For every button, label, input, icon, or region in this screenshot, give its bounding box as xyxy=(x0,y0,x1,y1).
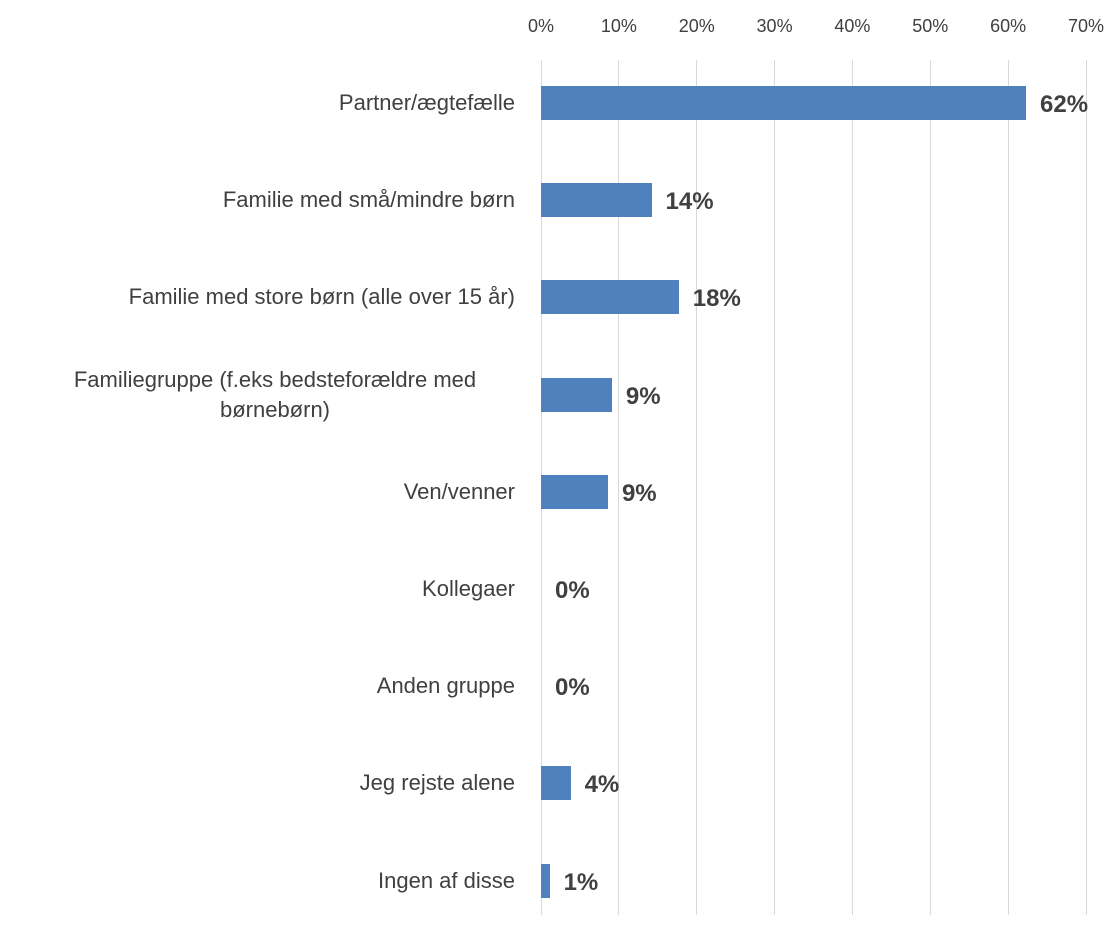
category-label: Familie med små/mindre børn xyxy=(222,187,515,213)
category-label: Jeg rejste alene xyxy=(359,770,515,796)
bar xyxy=(541,183,652,218)
grid-line xyxy=(774,60,776,915)
value-label: 62% xyxy=(1040,91,1089,118)
value-label: 18% xyxy=(692,285,741,313)
bar xyxy=(541,377,612,412)
value-label: 14% xyxy=(665,188,714,216)
bar xyxy=(541,86,1027,120)
category-label: Ven/venner xyxy=(403,478,515,504)
value-label: 0% xyxy=(555,577,590,604)
grid-line xyxy=(1007,60,1009,915)
value-label: 0% xyxy=(555,674,590,702)
x-tick-label: 60% xyxy=(990,16,1027,36)
x-tick-label: 40% xyxy=(834,16,871,36)
grid-line xyxy=(696,60,698,915)
x-tick-label: 50% xyxy=(912,16,949,36)
x-tick-label: 30% xyxy=(756,16,793,36)
category-label: Ingen af disse xyxy=(378,867,515,893)
category-label: Familiegruppe (f.eks bedsteforældre med … xyxy=(73,366,477,422)
bar xyxy=(541,474,608,509)
value-label: 9% xyxy=(625,382,661,410)
category-label: Partner/ægtefælle xyxy=(338,90,515,115)
grid-line xyxy=(851,60,853,915)
x-tick-label: 0% xyxy=(527,16,555,36)
value-label: 1% xyxy=(563,868,599,896)
x-tick-label: 10% xyxy=(600,16,637,36)
category-label: Anden gruppe xyxy=(376,673,515,699)
bar xyxy=(541,766,571,801)
x-tick-label: 70% xyxy=(1067,16,1105,36)
bar xyxy=(541,863,550,898)
grid-line xyxy=(618,60,620,915)
category-label: Familie med store børn (alle over 15 år) xyxy=(128,284,515,310)
bar xyxy=(541,280,679,315)
value-label: 4% xyxy=(584,771,620,799)
category-label: Kollegaer xyxy=(422,576,515,601)
grid-line xyxy=(929,60,931,915)
value-label: 9% xyxy=(621,479,657,507)
grid-line xyxy=(1085,60,1087,915)
x-tick-label: 20% xyxy=(678,16,715,36)
